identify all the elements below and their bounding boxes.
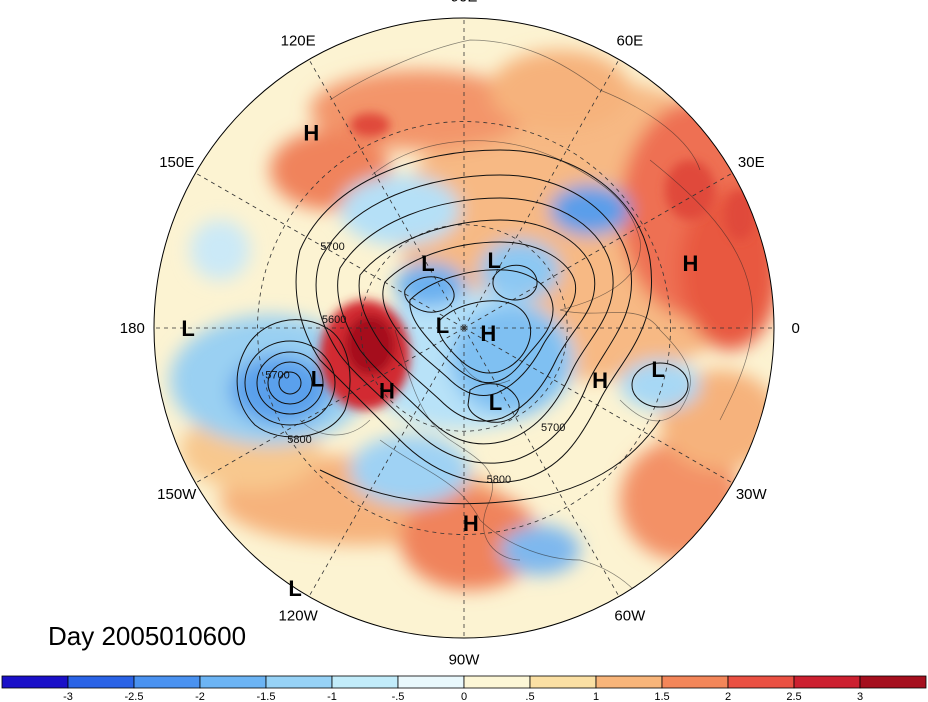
map-title: Day 2005010600 xyxy=(48,621,246,651)
colorbar-tick-label: -1.5 xyxy=(257,691,276,702)
contour-label: 5800 xyxy=(487,474,511,486)
meridian-line xyxy=(195,327,465,484)
longitude-label: 120W xyxy=(279,607,319,624)
latitude-circle xyxy=(360,224,568,432)
low-pressure-marker: L xyxy=(436,313,449,338)
colorbar-swatch xyxy=(67,675,135,689)
colorbar-swatch xyxy=(265,675,333,689)
colorbar: -3 -2.5 -2 -1.5 -1 -.5 0 .5 1 1.5 2 2.5 3 xyxy=(1,675,927,702)
colorbar-swatch xyxy=(463,675,531,689)
longitude-label: 150E xyxy=(159,154,194,171)
low-pressure-marker: L xyxy=(421,251,434,276)
colorbar-tick-label: 1.5 xyxy=(654,691,669,702)
colorbar-tick-label: -2 xyxy=(195,691,205,702)
high-pressure-marker: H xyxy=(463,511,479,536)
low-pressure-marker: L xyxy=(181,316,194,341)
longitude-label: 90E xyxy=(451,0,478,5)
high-pressure-marker: H xyxy=(379,378,395,403)
longitude-label: 180 xyxy=(120,320,145,337)
colorbar-tick-label: 2 xyxy=(725,691,731,702)
high-pressure-marker: H xyxy=(592,368,608,393)
colorbar-swatch xyxy=(529,675,597,689)
meridian-line xyxy=(463,59,620,329)
longitude-label: 30W xyxy=(736,486,768,503)
low-pressure-marker: L xyxy=(651,357,664,382)
high-pressure-marker: H xyxy=(480,321,496,346)
contour-labels: 5700 5600 5700 5800 5800 5700 xyxy=(265,241,565,486)
colorbar-swatch xyxy=(1,675,69,689)
meridian-line xyxy=(195,172,465,329)
longitude-label: 30E xyxy=(738,154,765,171)
contour-label: 5700 xyxy=(265,369,289,381)
colorbar-tick-label: 0 xyxy=(461,691,467,702)
meridian-line xyxy=(308,59,465,329)
longitude-label: 60W xyxy=(614,607,646,624)
colorbar-swatch xyxy=(595,675,663,689)
colorbar-swatch xyxy=(661,675,729,689)
high-pressure-marker: H xyxy=(683,251,699,276)
longitude-label: 0 xyxy=(792,320,800,337)
colorbar-tick-label: -1 xyxy=(327,691,337,702)
meridian-line xyxy=(463,327,733,484)
contour-label: 5700 xyxy=(320,241,344,253)
low-pressure-marker: L xyxy=(488,248,501,273)
low-pressure-marker: L xyxy=(311,366,324,391)
longitude-label: 60E xyxy=(616,33,643,50)
colorbar-tick-label: 3 xyxy=(857,691,863,702)
colorbar-tick-label: -3 xyxy=(63,691,73,702)
colorbar-swatch xyxy=(859,675,927,689)
longitude-label: 150W xyxy=(157,486,197,503)
contour-label: 5600 xyxy=(322,314,346,326)
longitude-label: 90W xyxy=(449,652,481,669)
anomaly-shading xyxy=(170,39,774,621)
meridian-line xyxy=(463,172,733,329)
map-border xyxy=(153,17,775,639)
colorbar-swatch xyxy=(331,675,399,689)
latitude-circle xyxy=(257,121,671,535)
colorbar-swatch xyxy=(199,675,267,689)
colorbar-swatch xyxy=(397,675,465,689)
contour-label: 5700 xyxy=(541,422,565,434)
colorbar-tick-label: -.5 xyxy=(392,691,405,702)
height-contours xyxy=(236,149,689,505)
contour-label: 5800 xyxy=(287,434,311,446)
longitude-label: 120E xyxy=(281,33,316,50)
meridian-line xyxy=(308,327,465,597)
colorbar-tick-label: -2.5 xyxy=(125,691,144,702)
colorbar-tick-label: 2.5 xyxy=(786,691,801,702)
colorbar-swatch xyxy=(793,675,861,689)
coastlines xyxy=(299,39,753,621)
colorbar-tick-label: .5 xyxy=(525,691,534,702)
low-pressure-marker: L xyxy=(489,390,502,415)
high-pressure-marker: H xyxy=(303,121,319,146)
colorbar-swatch xyxy=(727,675,795,689)
colorbar-swatch xyxy=(133,675,201,689)
longitude-labels: 90E 120E 60E 150E 30E 180 0 150W 30W 120W 60W 90W xyxy=(120,0,800,669)
colorbar-tick-label: 1 xyxy=(593,691,599,702)
